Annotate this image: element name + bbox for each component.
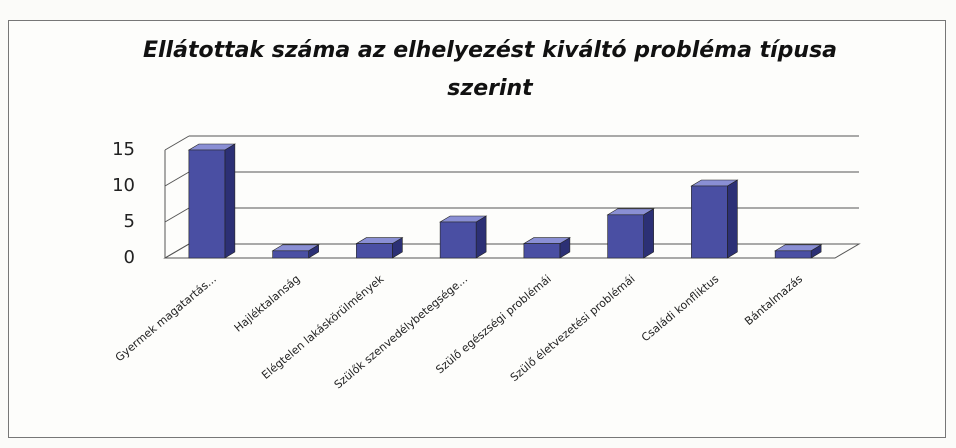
bar <box>355 237 404 259</box>
bar-side <box>727 179 738 259</box>
bar-front <box>774 250 812 259</box>
bar-front <box>523 243 561 259</box>
bar-front <box>607 214 644 259</box>
bar <box>690 179 739 259</box>
x-tick-label: Hajléktalanság <box>232 272 303 334</box>
bar-side <box>224 143 236 259</box>
bar-front <box>439 221 477 259</box>
chart-title: Ellátottak száma az elhelyezést kiváltó … <box>142 38 838 101</box>
x-tick-label: Gyermek magatartás... <box>113 272 219 364</box>
bar-side <box>475 215 487 259</box>
x-tick-label: Szülők szenvedélybetegsége... <box>332 272 470 391</box>
bar <box>439 215 488 259</box>
grid-line <box>164 135 190 151</box>
x-tick-label: Családi konfliktus <box>639 272 722 344</box>
bar <box>187 143 236 259</box>
bar <box>522 237 571 259</box>
y-tick-label: 15 <box>112 139 135 160</box>
bar <box>774 244 823 259</box>
bar-front <box>356 243 393 259</box>
y-tick-label: 5 <box>124 211 135 232</box>
floor <box>163 243 861 259</box>
bar-side <box>643 208 654 259</box>
y-tick-label: 10 <box>112 175 135 196</box>
grid-line <box>164 243 190 259</box>
grid-line <box>164 171 190 187</box>
y-tick-label: 0 <box>124 247 135 268</box>
bar-front <box>188 149 226 259</box>
bar-front <box>691 185 728 259</box>
bar-front <box>272 250 309 259</box>
x-tick-label: Bántalmazás <box>742 272 805 328</box>
grid-line <box>164 207 190 223</box>
bar <box>606 208 655 259</box>
bar <box>271 244 320 259</box>
